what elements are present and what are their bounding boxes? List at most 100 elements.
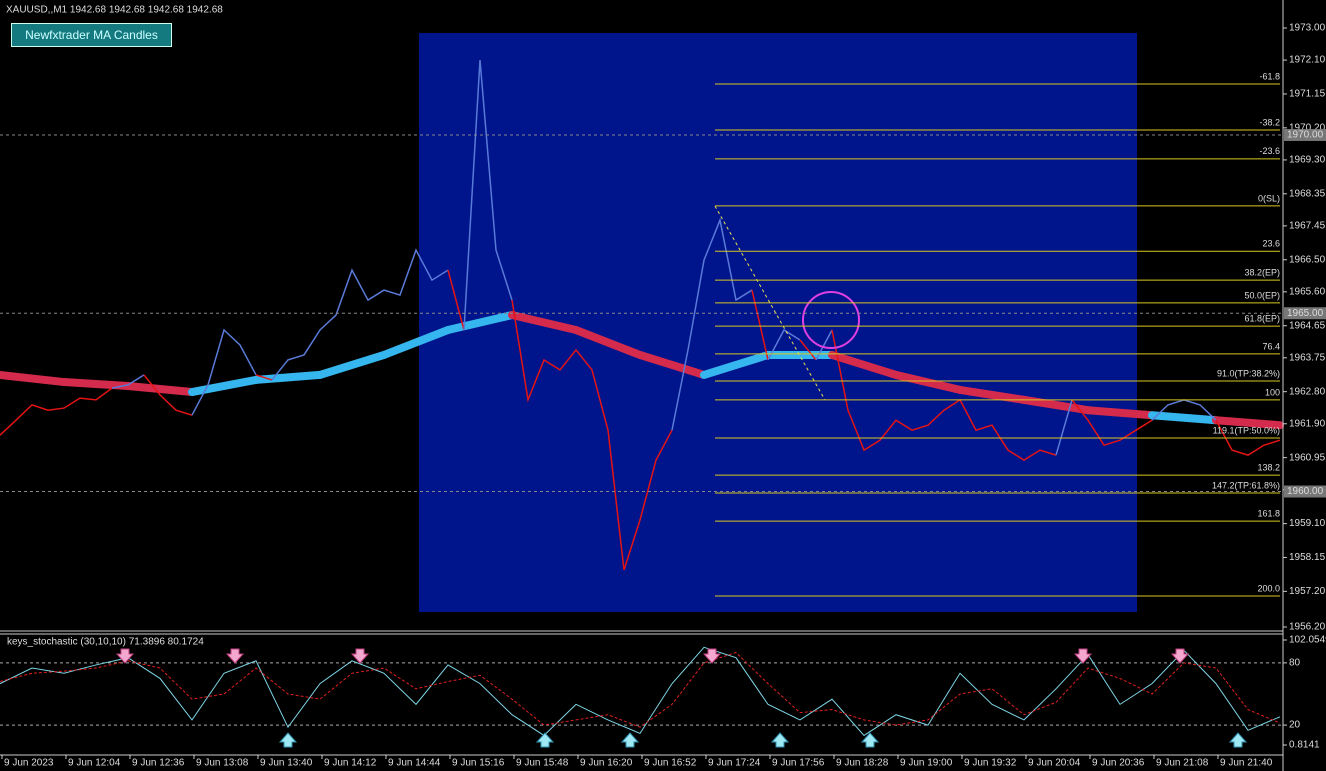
- x-tick-label: 9 Jun 13:40: [260, 758, 313, 769]
- fib-label: 38.2(EP): [1244, 267, 1280, 277]
- price-line: [0, 387, 113, 436]
- x-tick-label: 9 Jun 15:48: [516, 758, 569, 769]
- price-line: [191, 328, 257, 416]
- ma-segment: [124, 381, 196, 397]
- buy-arrow: [1228, 732, 1248, 748]
- ma-segment: [380, 325, 452, 359]
- indicator-title: keys_stochastic (30,10,10) 71.3896 80.17…: [7, 637, 204, 648]
- price-label: 1960.00: [1287, 486, 1324, 497]
- main-window: [0, 60, 1284, 571]
- indicator-button[interactable]: Newfxtrader MA Candles: [11, 23, 172, 47]
- price-line: [271, 248, 449, 381]
- y-tick-label: 102.0549: [1289, 635, 1326, 646]
- fib-label: -23.6: [1259, 146, 1280, 156]
- x-tick-label: 9 Jun 20:36: [1092, 758, 1145, 769]
- x-tick-label: 9 Jun 14:44: [388, 758, 441, 769]
- ma-segment: [60, 378, 132, 390]
- fib-label: 100: [1265, 387, 1280, 397]
- y-tick-label: 1958.15: [1289, 552, 1326, 563]
- sell-arrow: [225, 648, 245, 664]
- y-tick-label: 0.8141: [1289, 740, 1320, 751]
- price-line: [255, 374, 273, 381]
- symbol-header: XAUUSD,,M1 1942.68 1942.68 1942.68 1942.…: [6, 5, 223, 16]
- buy-arrow: [770, 732, 790, 748]
- x-tick-label: 9 Jun 20:04: [1028, 758, 1081, 769]
- y-tick-label: 1959.10: [1289, 518, 1326, 529]
- x-tick-label: 9 Jun 21:40: [1220, 758, 1273, 769]
- price-line: [447, 269, 465, 331]
- x-tick-label: 9 Jun 21:08: [1156, 758, 1209, 769]
- price-line: [511, 299, 673, 571]
- price-line: [463, 60, 513, 331]
- sell-arrow: [115, 648, 135, 664]
- fib-label: 91.0(TP:38.2%): [1217, 368, 1280, 378]
- sell-arrow: [1170, 648, 1190, 664]
- ma-segment: [444, 311, 516, 334]
- price-label-box: [1284, 485, 1326, 498]
- stochastic-line: [0, 651, 1281, 728]
- moving-average: [0, 311, 1284, 430]
- y-tick-label: 1970.20: [1289, 122, 1326, 133]
- ma-segment: [828, 350, 900, 379]
- fib-label: 23.6: [1262, 239, 1280, 249]
- stochastic-line: [0, 646, 1281, 737]
- fib-label: 147.2(TP:61.8%): [1212, 480, 1280, 490]
- price-label-box: [1284, 307, 1326, 320]
- y-tick-label: 1969.30: [1289, 155, 1326, 166]
- fib-label: 50.0(EP): [1244, 290, 1280, 300]
- price-line: [671, 217, 753, 431]
- y-tick-label: 1967.45: [1289, 221, 1326, 232]
- buy-arrow: [535, 732, 555, 748]
- price-line: [1071, 399, 1153, 447]
- fib-label: 138.2: [1257, 462, 1280, 472]
- price-line: [1055, 399, 1073, 456]
- buy-arrow: [860, 732, 880, 748]
- highlight-circle: [802, 291, 860, 349]
- ma-segment: [508, 311, 580, 334]
- ma-segment: [1212, 416, 1284, 430]
- price-line: [1215, 419, 1281, 456]
- fib-label: -61.8: [1259, 71, 1280, 81]
- x-tick-label: 9 Jun 2023: [4, 758, 54, 769]
- ma-segment: [1020, 395, 1092, 415]
- y-tick-label: 1962.80: [1289, 386, 1326, 397]
- fib-trendline: [714, 205, 826, 401]
- ma-segment: [316, 350, 388, 379]
- x-tick-label: 9 Jun 16:20: [580, 758, 633, 769]
- fib-label: 161.8: [1257, 508, 1280, 518]
- ma-segment: [636, 350, 708, 379]
- y-tick-label: 1961.90: [1289, 418, 1326, 429]
- price-line: [143, 374, 193, 416]
- y-tick-label: 1966.50: [1289, 254, 1326, 265]
- fib-label: -38.2: [1259, 117, 1280, 127]
- x-tick-label: 9 Jun 13:08: [196, 758, 249, 769]
- ma-segment: [956, 385, 1028, 404]
- x-tick-label: 9 Jun 17:56: [772, 758, 825, 769]
- x-tick-label: 9 Jun 14:12: [324, 758, 377, 769]
- price-label: 1965.00: [1287, 308, 1324, 319]
- x-tick-label: 9 Jun 19:00: [900, 758, 953, 769]
- ma-segment: [1148, 411, 1220, 425]
- sell-arrow: [350, 648, 370, 664]
- y-tick-label: 1972.10: [1289, 55, 1326, 66]
- ma-segment: [252, 370, 324, 384]
- y-tick-label: 1965.60: [1289, 286, 1326, 297]
- sell-arrow: [1073, 648, 1093, 664]
- ma-segment: [700, 350, 772, 379]
- y-tick-label: 1960.95: [1289, 452, 1326, 463]
- ma-segment: [1084, 406, 1156, 420]
- ma-segment: [0, 370, 68, 387]
- sell-arrow: [702, 648, 722, 664]
- x-tick-label: 9 Jun 12:36: [132, 758, 185, 769]
- x-tick-label: 9 Jun 16:52: [644, 758, 697, 769]
- x-tick-label: 9 Jun 19:32: [964, 758, 1017, 769]
- y-tick-label: 80: [1289, 658, 1301, 669]
- buy-arrow: [278, 732, 298, 748]
- ma-segment: [572, 325, 644, 359]
- y-tick-label: 20: [1289, 720, 1301, 731]
- price-line: [111, 374, 145, 389]
- x-tick-label: 9 Jun 17:24: [708, 758, 761, 769]
- ma-segment: [892, 370, 964, 394]
- price-label-box: [1284, 128, 1326, 141]
